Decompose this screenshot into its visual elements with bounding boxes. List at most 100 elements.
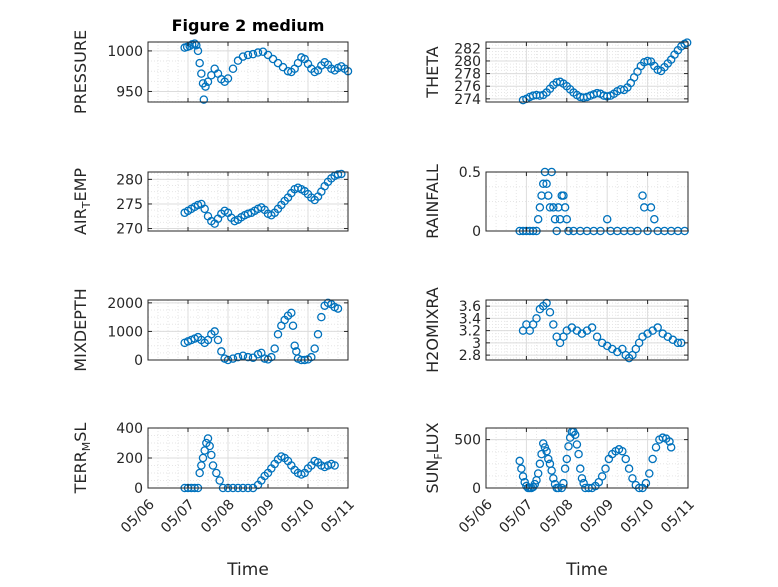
subplot-1: 950 1000 PRESSURE Figure 2 medium (71, 16, 353, 114)
data-point (579, 478, 588, 488)
grid-lines (147, 172, 349, 231)
y-tick-label: 3.4 (459, 311, 481, 327)
data-point (337, 169, 346, 179)
data-point (195, 58, 204, 68)
data-point (542, 446, 551, 456)
data-point (228, 64, 238, 74)
data-point (549, 474, 558, 483)
data-point (540, 443, 550, 452)
ticks: 00.5 (459, 165, 689, 240)
data-point (562, 214, 572, 224)
data-point (549, 320, 558, 329)
data-point (532, 314, 541, 323)
data-point (273, 330, 283, 339)
x-axis-label: Time (565, 560, 608, 580)
y-tick-label: 0.5 (459, 165, 481, 181)
data-point (313, 330, 323, 339)
data-point (330, 461, 339, 470)
data-point (317, 312, 326, 322)
data-point (205, 441, 214, 451)
data-point (207, 450, 216, 460)
axes-box (485, 299, 689, 361)
data-point (333, 170, 343, 179)
data-point (651, 443, 661, 452)
grid-lines (147, 427, 349, 489)
data-point (560, 203, 570, 212)
subplot-3: 270 275 280 AIRTEMP (71, 168, 349, 238)
data-point (273, 58, 283, 68)
y-tick-label: 3 (472, 336, 481, 352)
data-point (643, 56, 652, 66)
y-tick-label: 275 (116, 197, 143, 213)
y-axis-label: H2OMIXRA (423, 287, 442, 373)
data-point (278, 62, 288, 72)
x-axis-label: Time (226, 560, 269, 580)
data-point (638, 191, 647, 200)
subplot-4: 00.5 RAINFALL (423, 164, 689, 240)
data-point (233, 352, 243, 362)
data-point (646, 203, 656, 212)
data-point (560, 464, 570, 473)
data-point (287, 308, 296, 318)
y-axis-label: TERRMSL (71, 423, 93, 495)
y-axis-label: RAINFALL (423, 164, 442, 239)
data-point (559, 478, 568, 488)
y-axis-label: PRESSURE (71, 30, 90, 114)
y-axis-label: MIXDEPTH (71, 288, 90, 371)
data-point (602, 214, 612, 224)
data-point (547, 466, 556, 475)
data-point (577, 474, 587, 483)
data-point (243, 352, 253, 362)
data-point (682, 38, 692, 47)
data-point (228, 354, 238, 363)
y-tick-label: 276 (454, 79, 481, 95)
data-point (268, 54, 278, 64)
data-point (559, 191, 568, 200)
data-point (621, 454, 630, 464)
data-point (515, 456, 524, 466)
data-point (200, 204, 209, 214)
y-tick-label: 282 (454, 41, 481, 57)
axes-box (485, 41, 689, 103)
data-point (535, 203, 545, 212)
data-point (310, 344, 319, 353)
y-tick-label: 3.6 (459, 299, 481, 315)
data-point (624, 464, 634, 473)
data-point (549, 203, 558, 212)
y-tick-label: 400 (116, 421, 143, 437)
data-point (233, 56, 243, 65)
data-point (238, 52, 248, 61)
y-tick-label: 0 (134, 481, 143, 497)
y-tick-label: 2000 (107, 296, 143, 312)
data-point (517, 464, 526, 473)
y-tick-label: 270 (116, 222, 143, 238)
data-point (243, 50, 253, 60)
y-tick-label: 200 (116, 451, 143, 467)
y-tick-label: 0 (472, 481, 481, 497)
data-point (650, 214, 659, 224)
data-series (180, 39, 353, 104)
subplot-6: 2.833.23.43.6 H2OMIXRA (423, 287, 689, 373)
y-tick-label: 278 (454, 67, 481, 83)
data-point (597, 472, 607, 481)
y-tick-label: 274 (454, 92, 481, 108)
y-tick-label: 1000 (107, 324, 143, 340)
axes-box (147, 41, 349, 103)
data-point (223, 74, 233, 83)
data-series (518, 298, 686, 363)
data-point (641, 478, 651, 488)
grid-lines (485, 299, 689, 360)
data-point (576, 464, 585, 473)
data-point (535, 91, 545, 100)
data-point (542, 298, 551, 308)
data-point (270, 344, 279, 353)
data-point (208, 461, 218, 470)
data-point (199, 95, 209, 104)
data-point (212, 468, 221, 478)
y-axis-label: SUNFLUX (423, 422, 445, 493)
data-point (601, 464, 610, 473)
data-point (572, 440, 582, 449)
axes-box (147, 171, 349, 232)
data-point (544, 191, 553, 200)
